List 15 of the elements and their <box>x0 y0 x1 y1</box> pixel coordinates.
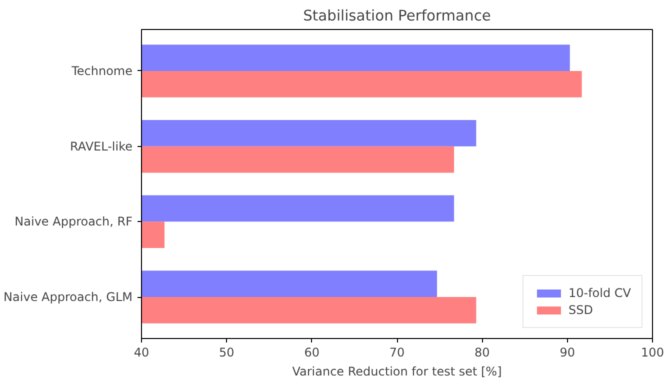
y-tick-label: Technome <box>70 64 133 78</box>
x-tick-label: 90 <box>560 346 575 360</box>
legend-label: SSD <box>568 303 593 317</box>
y-tick-label: Naive Approach, GLM <box>4 290 133 304</box>
x-tick-label: 70 <box>389 346 405 360</box>
legend-label: 10-fold CV <box>568 286 631 300</box>
x-tick-label: 100 <box>641 346 664 360</box>
x-axis-title: Variance Reduction for test set [%] <box>292 364 502 378</box>
x-tick-label: 80 <box>474 346 490 360</box>
y-tick-label: RAVEL-like <box>70 139 133 154</box>
x-tick-label: 50 <box>219 346 234 360</box>
y-tick-label: Naive Approach, RF <box>14 214 133 229</box>
x-tick-label: 40 <box>134 346 150 360</box>
x-tick-label: 60 <box>304 346 320 360</box>
chart-title: Stabilisation Performance <box>303 8 491 24</box>
